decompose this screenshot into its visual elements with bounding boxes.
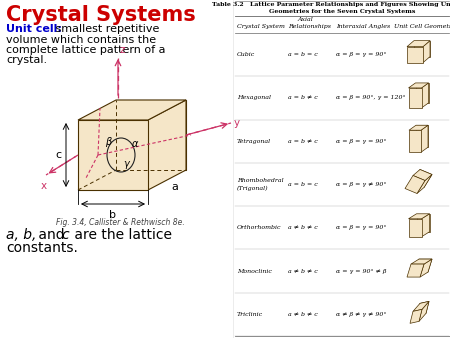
Text: Rhombohedral: Rhombohedral	[237, 178, 284, 183]
Text: crystal.: crystal.	[6, 55, 47, 65]
Polygon shape	[420, 259, 432, 277]
Text: b: b	[109, 210, 117, 220]
Text: and: and	[34, 228, 69, 242]
Polygon shape	[413, 301, 429, 311]
Polygon shape	[405, 175, 425, 193]
Polygon shape	[409, 130, 421, 152]
Text: Interaxial Angles: Interaxial Angles	[336, 24, 390, 29]
Polygon shape	[409, 83, 428, 88]
Polygon shape	[407, 264, 424, 277]
Text: Triclinic: Triclinic	[237, 312, 263, 317]
Polygon shape	[409, 88, 422, 108]
Text: are the lattice: are the lattice	[70, 228, 172, 242]
Text: a ≠ b ≠ c: a ≠ b ≠ c	[288, 269, 318, 273]
Text: Table 3.2   Lattice Parameter Relationships and Figures Showing Unit Cell: Table 3.2 Lattice Parameter Relationship…	[212, 2, 450, 7]
Text: Axial: Axial	[297, 17, 313, 22]
Polygon shape	[417, 214, 429, 232]
Text: α = γ = 90° ≠ β: α = γ = 90° ≠ β	[336, 269, 387, 273]
Text: α = β = γ ≠ 90°: α = β = γ ≠ 90°	[336, 182, 387, 187]
Polygon shape	[148, 100, 186, 190]
Polygon shape	[414, 41, 430, 57]
Polygon shape	[423, 41, 430, 63]
Text: Monoclinic: Monoclinic	[237, 269, 272, 273]
Text: a ≠ b ≠ c: a ≠ b ≠ c	[288, 225, 318, 230]
Polygon shape	[410, 309, 422, 323]
Text: a ≠ b ≠ c: a ≠ b ≠ c	[288, 312, 318, 317]
Polygon shape	[78, 100, 186, 120]
Polygon shape	[407, 47, 423, 63]
Text: constants.: constants.	[6, 241, 78, 255]
Text: Cubic: Cubic	[237, 52, 255, 57]
Text: volume which contains the: volume which contains the	[6, 35, 156, 45]
Text: a = b ≠ c: a = b ≠ c	[288, 139, 318, 144]
Text: $\gamma$: $\gamma$	[123, 159, 131, 171]
Text: Fig. 3.4, Callister & Rethwisch 8e.: Fig. 3.4, Callister & Rethwisch 8e.	[56, 218, 184, 227]
Text: a: a	[171, 182, 178, 192]
Text: α = β = γ = 90°: α = β = γ = 90°	[336, 52, 387, 57]
Polygon shape	[415, 259, 432, 272]
Polygon shape	[412, 169, 432, 188]
Text: complete lattice pattern of a: complete lattice pattern of a	[6, 45, 166, 55]
Polygon shape	[417, 301, 429, 315]
Text: a = b = c: a = b = c	[288, 52, 318, 57]
Polygon shape	[421, 125, 428, 152]
Text: Tetragonal: Tetragonal	[237, 139, 271, 144]
Text: Unit Cell Geometry: Unit Cell Geometry	[394, 24, 450, 29]
Text: a, b,: a, b,	[6, 228, 36, 242]
Text: (Trigonal): (Trigonal)	[237, 186, 269, 191]
Text: Crystal Systems: Crystal Systems	[6, 5, 196, 25]
Text: a = b ≠ c: a = b ≠ c	[288, 95, 318, 100]
Text: a = b = c: a = b = c	[288, 182, 318, 187]
Polygon shape	[407, 41, 430, 47]
Polygon shape	[78, 120, 148, 190]
Polygon shape	[409, 214, 429, 219]
Text: Geometries for the Seven Crystal Systems: Geometries for the Seven Crystal Systems	[269, 9, 415, 14]
Text: smallest repetitive: smallest repetitive	[52, 24, 159, 34]
Text: $\beta$: $\beta$	[105, 135, 113, 149]
Polygon shape	[422, 214, 429, 237]
Polygon shape	[411, 259, 432, 264]
Text: x: x	[41, 181, 47, 191]
Polygon shape	[409, 219, 422, 237]
Text: y: y	[234, 118, 240, 128]
Text: Crystal System: Crystal System	[237, 24, 285, 29]
Polygon shape	[422, 83, 428, 108]
Text: Hexagonal: Hexagonal	[237, 95, 271, 100]
Polygon shape	[415, 83, 428, 103]
Polygon shape	[409, 125, 428, 130]
Polygon shape	[116, 100, 186, 170]
Polygon shape	[413, 169, 432, 180]
Text: α = β = γ = 90°: α = β = γ = 90°	[336, 225, 387, 230]
Polygon shape	[417, 174, 432, 193]
Polygon shape	[419, 301, 429, 321]
Text: α = β = 90°, γ = 120°: α = β = 90°, γ = 120°	[336, 95, 405, 100]
Text: c: c	[61, 228, 68, 242]
Text: Orthorhombic: Orthorhombic	[237, 225, 282, 230]
Text: α = β = γ = 90°: α = β = γ = 90°	[336, 139, 387, 144]
Text: z: z	[120, 45, 126, 55]
Text: Unit cell:: Unit cell:	[6, 24, 62, 34]
Text: α ≠ β ≠ γ ≠ 90°: α ≠ β ≠ γ ≠ 90°	[336, 312, 387, 317]
Text: c: c	[55, 150, 61, 160]
Text: Relationships: Relationships	[288, 24, 331, 29]
Text: $\alpha$: $\alpha$	[131, 139, 140, 149]
Polygon shape	[416, 125, 428, 147]
